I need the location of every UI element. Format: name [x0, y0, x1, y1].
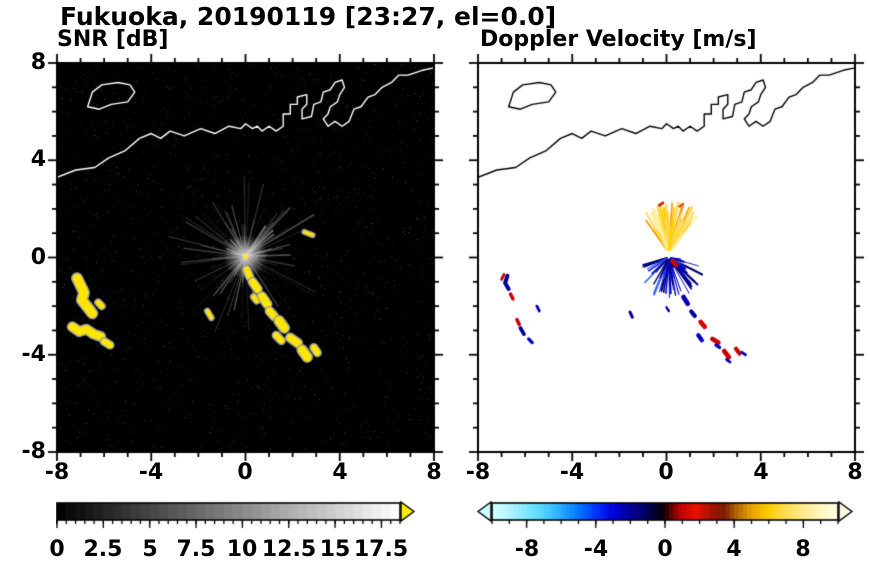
snr-x-tick-label: -4 — [138, 460, 164, 485]
snr-x-tick-label: 0 — [237, 460, 253, 485]
velocity-colorbar-tick-label: -8 — [514, 537, 540, 562]
velocity-colorbar-tick-label: 0 — [657, 537, 673, 562]
snr-colorbar-tick-label: 10 — [226, 537, 258, 562]
velocity-colorbar — [464, 500, 868, 532]
snr-colorbar-tick-label: 12.5 — [261, 537, 317, 562]
snr-x-tick-label: -8 — [44, 460, 70, 485]
snr-colorbar-tick-label: 5 — [142, 537, 158, 562]
velocity-x-tick-label: 4 — [753, 460, 769, 485]
y-tick-label: -4 — [21, 342, 46, 367]
velocity-colorbar-tick-label: 4 — [726, 537, 742, 562]
snr-colorbar-tick-label: 15 — [319, 537, 351, 562]
snr-x-tick-label: 8 — [426, 460, 442, 485]
snr-plot-canvas — [40, 48, 446, 464]
figure-title: Fukuoka, 20190119 [23:27, el=0.0] — [60, 2, 557, 31]
snr-x-tick-label: 4 — [332, 460, 348, 485]
snr-colorbar-tick-label: 17.5 — [353, 537, 409, 562]
y-tick-label: 4 — [30, 147, 46, 172]
snr-colorbar-tick-label: 7.5 — [176, 537, 216, 562]
snr-colorbar — [56, 500, 418, 532]
velocity-colorbar-tick-label: -4 — [583, 537, 609, 562]
y-tick-label: 8 — [30, 50, 46, 75]
velocity-colorbar-tick-label: 8 — [795, 537, 811, 562]
snr-colorbar-tick-label: 0 — [49, 537, 65, 562]
y-tick-label: -8 — [21, 439, 46, 464]
velocity-x-tick-label: -8 — [465, 460, 491, 485]
velocity-panel-title: Doppler Velocity [m/s] — [480, 27, 757, 52]
y-tick-label: 0 — [30, 245, 46, 270]
velocity-x-tick-label: 8 — [847, 460, 863, 485]
snr-panel-title: SNR [dB] — [57, 27, 169, 52]
velocity-x-tick-label: 0 — [658, 460, 674, 485]
velocity-plot-canvas — [461, 48, 867, 464]
velocity-x-tick-label: -4 — [559, 460, 585, 485]
snr-colorbar-tick-label: 2.5 — [83, 537, 123, 562]
